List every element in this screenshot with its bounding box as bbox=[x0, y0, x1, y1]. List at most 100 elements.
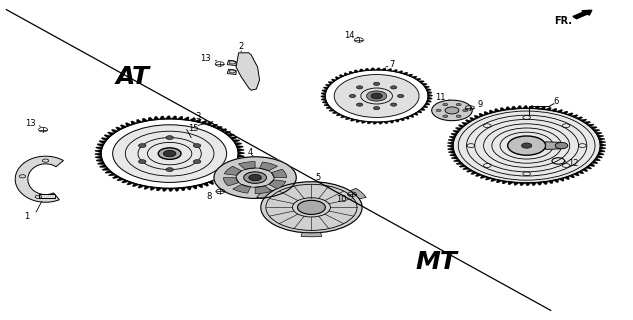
Polygon shape bbox=[596, 155, 603, 158]
Polygon shape bbox=[599, 146, 606, 149]
Polygon shape bbox=[101, 138, 108, 141]
Polygon shape bbox=[236, 53, 260, 90]
Polygon shape bbox=[108, 173, 116, 176]
Polygon shape bbox=[361, 121, 367, 123]
Polygon shape bbox=[239, 162, 255, 169]
Polygon shape bbox=[321, 95, 325, 98]
Polygon shape bbox=[99, 165, 107, 167]
Polygon shape bbox=[105, 170, 113, 173]
Polygon shape bbox=[370, 68, 375, 70]
Polygon shape bbox=[255, 186, 272, 194]
Text: 14: 14 bbox=[344, 31, 354, 40]
Polygon shape bbox=[467, 169, 473, 172]
Circle shape bbox=[193, 160, 201, 164]
Polygon shape bbox=[539, 107, 545, 110]
Polygon shape bbox=[531, 182, 537, 186]
Polygon shape bbox=[349, 71, 354, 74]
Polygon shape bbox=[200, 121, 207, 124]
Polygon shape bbox=[230, 137, 237, 140]
Polygon shape bbox=[237, 154, 244, 157]
Polygon shape bbox=[458, 125, 465, 128]
Polygon shape bbox=[132, 183, 139, 187]
Polygon shape bbox=[546, 142, 561, 149]
Polygon shape bbox=[537, 182, 542, 185]
Polygon shape bbox=[494, 109, 500, 112]
Polygon shape bbox=[237, 148, 244, 151]
Polygon shape bbox=[228, 169, 235, 172]
Polygon shape bbox=[471, 171, 478, 174]
Circle shape bbox=[163, 150, 176, 157]
Polygon shape bbox=[428, 94, 432, 97]
Polygon shape bbox=[215, 126, 222, 130]
Polygon shape bbox=[177, 116, 183, 120]
Polygon shape bbox=[599, 140, 606, 143]
Polygon shape bbox=[189, 118, 195, 121]
Text: 11: 11 bbox=[435, 93, 445, 102]
Polygon shape bbox=[545, 107, 551, 110]
Polygon shape bbox=[354, 70, 359, 73]
Circle shape bbox=[443, 115, 448, 117]
Polygon shape bbox=[427, 100, 431, 102]
Polygon shape bbox=[147, 117, 153, 121]
Polygon shape bbox=[227, 60, 236, 66]
Polygon shape bbox=[334, 75, 419, 117]
Polygon shape bbox=[598, 152, 604, 155]
Polygon shape bbox=[511, 106, 517, 109]
Polygon shape bbox=[590, 127, 597, 129]
Polygon shape bbox=[205, 122, 213, 126]
Polygon shape bbox=[465, 120, 472, 123]
Polygon shape bbox=[219, 129, 227, 132]
Polygon shape bbox=[116, 127, 122, 131]
Polygon shape bbox=[420, 108, 425, 110]
Polygon shape bbox=[122, 180, 129, 183]
Polygon shape bbox=[381, 68, 386, 70]
Polygon shape bbox=[378, 122, 384, 124]
Polygon shape bbox=[411, 76, 417, 79]
Polygon shape bbox=[475, 173, 482, 177]
Polygon shape bbox=[203, 182, 208, 186]
Polygon shape bbox=[344, 73, 349, 76]
Polygon shape bbox=[102, 167, 110, 170]
Text: MT: MT bbox=[416, 250, 458, 275]
Polygon shape bbox=[448, 145, 453, 148]
Polygon shape bbox=[194, 119, 201, 123]
Polygon shape bbox=[520, 182, 525, 186]
Polygon shape bbox=[594, 158, 600, 161]
Text: 13: 13 bbox=[25, 119, 35, 128]
Circle shape bbox=[349, 94, 356, 98]
Polygon shape bbox=[559, 178, 564, 181]
Polygon shape bbox=[598, 138, 605, 140]
Polygon shape bbox=[422, 83, 427, 86]
Polygon shape bbox=[137, 119, 142, 123]
Polygon shape bbox=[449, 136, 456, 139]
Polygon shape bbox=[500, 108, 505, 111]
Polygon shape bbox=[415, 78, 421, 81]
Polygon shape bbox=[582, 168, 588, 172]
Polygon shape bbox=[595, 132, 602, 135]
Text: 13: 13 bbox=[201, 54, 211, 63]
Polygon shape bbox=[459, 164, 467, 167]
Polygon shape bbox=[341, 115, 347, 118]
Polygon shape bbox=[335, 76, 341, 80]
Polygon shape bbox=[351, 119, 356, 121]
Polygon shape bbox=[553, 179, 559, 182]
Polygon shape bbox=[600, 143, 606, 146]
Polygon shape bbox=[150, 187, 156, 190]
Polygon shape bbox=[113, 125, 227, 182]
Polygon shape bbox=[95, 153, 101, 156]
Text: 4: 4 bbox=[248, 148, 253, 156]
Polygon shape bbox=[96, 147, 103, 150]
Text: 12: 12 bbox=[568, 159, 578, 168]
Polygon shape bbox=[131, 121, 137, 125]
Polygon shape bbox=[449, 154, 456, 156]
Polygon shape bbox=[235, 160, 242, 164]
Polygon shape bbox=[597, 135, 604, 138]
Text: 7: 7 bbox=[390, 60, 395, 68]
Circle shape bbox=[356, 86, 363, 89]
Polygon shape bbox=[375, 68, 381, 70]
Circle shape bbox=[371, 93, 382, 99]
Polygon shape bbox=[452, 108, 601, 183]
Polygon shape bbox=[502, 181, 508, 184]
Polygon shape bbox=[223, 131, 231, 134]
Polygon shape bbox=[451, 133, 457, 136]
